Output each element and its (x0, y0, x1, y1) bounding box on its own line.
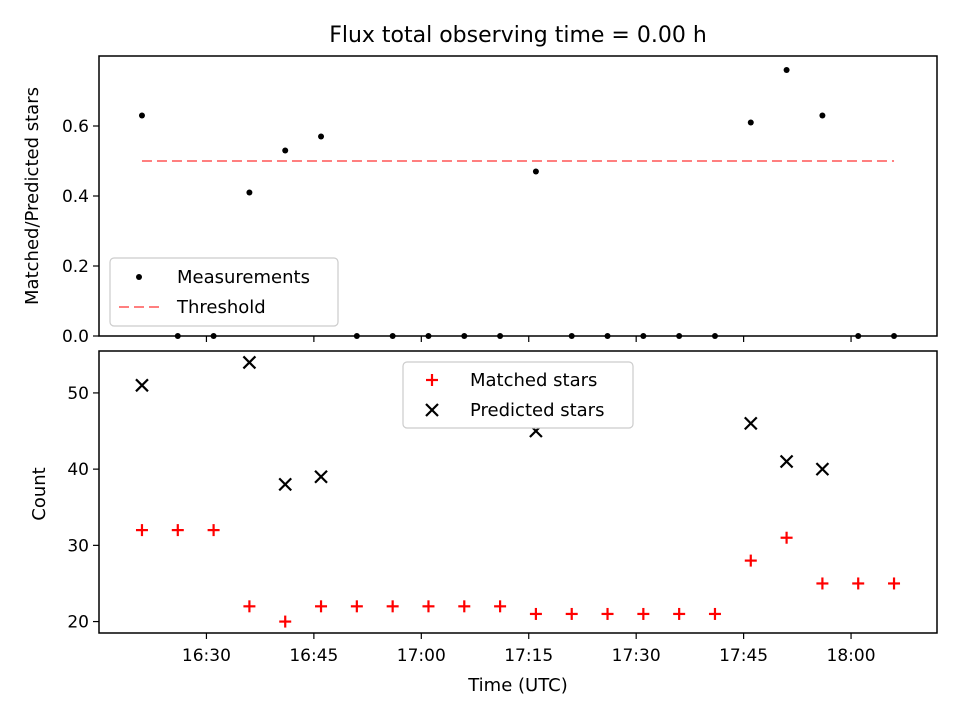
bottom-ytick-label: 30 (67, 536, 89, 556)
bottom-ytick-label: 40 (67, 460, 89, 480)
top-ytick-label: 0.2 (62, 257, 89, 277)
x-stroke-b (743, 416, 758, 431)
matched-star-point (243, 600, 256, 613)
matched-star-point (565, 607, 578, 620)
legend-predicted-label: Predicted stars (470, 400, 604, 421)
top-panel-frame (98, 55, 938, 337)
bottom-legend-box (402, 361, 634, 429)
legend-measurement-marker (136, 274, 142, 280)
predicted-star-point (135, 378, 149, 393)
top-legend-box (109, 257, 339, 327)
matched-star-point (529, 607, 542, 620)
bottom-xlabel: Time (UTC) (467, 675, 568, 696)
bottom-legend: Matched stars Predicted stars (402, 361, 634, 429)
bottom-xtick-label: 17:30 (612, 646, 661, 666)
predicted-star-point (278, 477, 293, 492)
legend-predicted-marker (425, 403, 439, 417)
predicted-star-point (242, 355, 257, 370)
x-stroke-b (425, 403, 439, 417)
x-stroke-b (815, 462, 830, 476)
predicted-star-point (779, 454, 794, 469)
matched-star-point (135, 524, 148, 537)
matched-star-point (637, 607, 650, 620)
matched-star-point (780, 531, 793, 544)
measurement-point (747, 119, 754, 126)
chart-title: Flux total observing time = 0.00 h (329, 23, 707, 48)
legend-matched-marker (426, 374, 438, 386)
measurement-point (318, 133, 325, 140)
bottom-xtick-label: 18:00 (827, 646, 876, 666)
matched-star-point (171, 524, 184, 537)
matched-star-point (888, 577, 901, 590)
legend-matched-label: Matched stars (470, 370, 597, 391)
bottom-xtick-label: 17:00 (397, 646, 446, 666)
matched-star-point (708, 607, 721, 620)
legend-threshold-label: Threshold (176, 297, 266, 318)
measurement-point (282, 147, 289, 154)
predicted-star-point (743, 416, 758, 431)
x-stroke-b (779, 454, 794, 469)
top-ytick-label: 0.0 (62, 327, 89, 347)
matched-star-point (744, 554, 757, 567)
bottom-ytick-label: 20 (67, 613, 89, 633)
measurement-point (783, 67, 790, 73)
measurement-point (532, 168, 539, 175)
matched-star-point (458, 600, 471, 613)
measurement-point (819, 112, 826, 119)
matched-star-point (816, 577, 829, 590)
top-legend: Measurements Threshold (109, 257, 339, 327)
x-stroke-b (242, 355, 257, 370)
x-stroke-b (314, 469, 328, 484)
bottom-xtick-label: 17:15 (504, 646, 553, 666)
matched-star-point (350, 600, 363, 613)
predicted-star-point (314, 469, 328, 484)
x-stroke-b (135, 378, 149, 393)
matched-star-point (601, 607, 614, 620)
top-panel: 0.0 0.2 0.4 0.6 Measurements Threshold Matche… (22, 55, 938, 347)
top-ytick-label: 0.6 (62, 117, 89, 137)
predicted-star-point (815, 462, 830, 476)
matched-star-point (852, 577, 865, 590)
bottom-panel: 20 30 40 50 16:30 16:45 17:00 17:15 17:30 17:45 18… (29, 350, 938, 696)
matched-star-point (207, 524, 220, 537)
measurement-point (138, 112, 145, 119)
bottom-xtick-label: 16:45 (289, 646, 338, 666)
matched-star-point (494, 600, 507, 613)
matched-star-point (315, 600, 328, 613)
matched-star-point (422, 600, 435, 613)
x-stroke-b (278, 477, 293, 492)
bottom-xtick-label: 17:45 (719, 646, 768, 666)
bottom-ytick-label: 50 (67, 384, 89, 404)
top-ylabel: Matched/Predicted stars (22, 87, 43, 305)
bottom-ylabel: Count (29, 467, 50, 520)
measurement-point (246, 189, 253, 196)
matched-star-point (279, 615, 292, 628)
legend-measurements-label: Measurements (177, 267, 310, 288)
bottom-panel-frame (98, 350, 938, 634)
top-ytick-label: 0.4 (62, 187, 89, 207)
matched-star-point (386, 600, 399, 613)
bottom-xtick-label: 16:30 (182, 646, 231, 666)
matched-star-point (673, 607, 686, 620)
